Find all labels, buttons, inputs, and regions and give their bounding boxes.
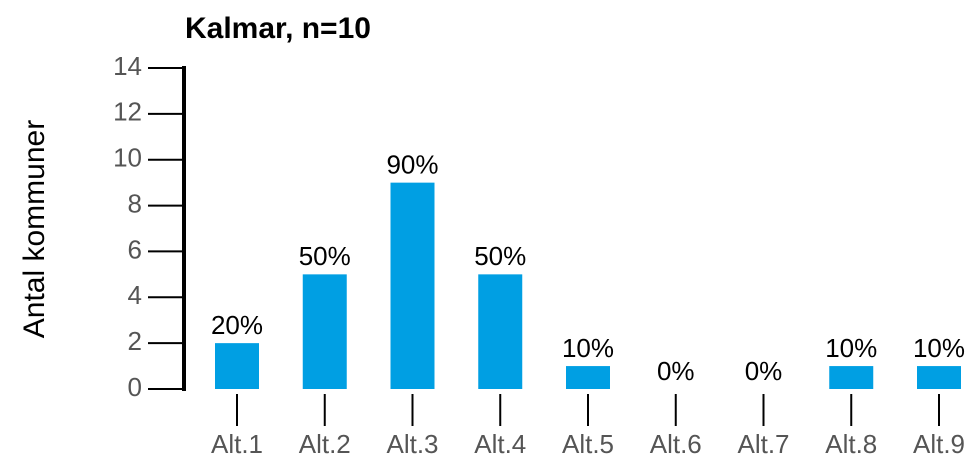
bar [302, 274, 347, 389]
y-tick-label: 2 [128, 326, 142, 356]
bar [566, 366, 610, 389]
value-label: 50% [474, 241, 526, 271]
x-tick-label: Alt.8 [825, 429, 877, 459]
value-label: 90% [386, 150, 438, 180]
bar [390, 182, 435, 389]
value-label: 50% [299, 241, 351, 271]
bar [829, 366, 874, 389]
y-tick-label: 0 [128, 372, 142, 402]
y-tick-label: 8 [128, 188, 142, 218]
y-tick-label: 10 [113, 143, 142, 173]
y-axis-label: Antal kommuner [18, 120, 51, 338]
y-tick-label: 4 [128, 280, 142, 310]
y-tick-label: 12 [113, 97, 142, 127]
y-tick-label: 14 [113, 51, 142, 81]
x-tick-label: Alt.6 [650, 429, 702, 459]
x-tick-label: Alt.1 [211, 429, 263, 459]
value-label: 10% [825, 333, 877, 363]
bar [478, 274, 523, 389]
value-label: 10% [913, 333, 965, 363]
bar [215, 343, 259, 389]
value-label: 0% [745, 356, 783, 386]
y-tick-label: 6 [128, 234, 142, 264]
x-tick-label: Alt.4 [474, 429, 526, 459]
x-tick-label: Alt.9 [913, 429, 965, 459]
x-tick-label: Alt.3 [386, 429, 438, 459]
x-tick-label: Alt.7 [737, 429, 789, 459]
bar [917, 366, 961, 389]
x-tick-label: Alt.2 [299, 429, 351, 459]
x-tick-label: Alt.5 [562, 429, 614, 459]
chart-title: Kalmar, n=10 [185, 12, 371, 45]
value-label: 10% [562, 333, 614, 363]
value-label: 20% [211, 310, 263, 340]
value-label: 0% [657, 356, 695, 386]
